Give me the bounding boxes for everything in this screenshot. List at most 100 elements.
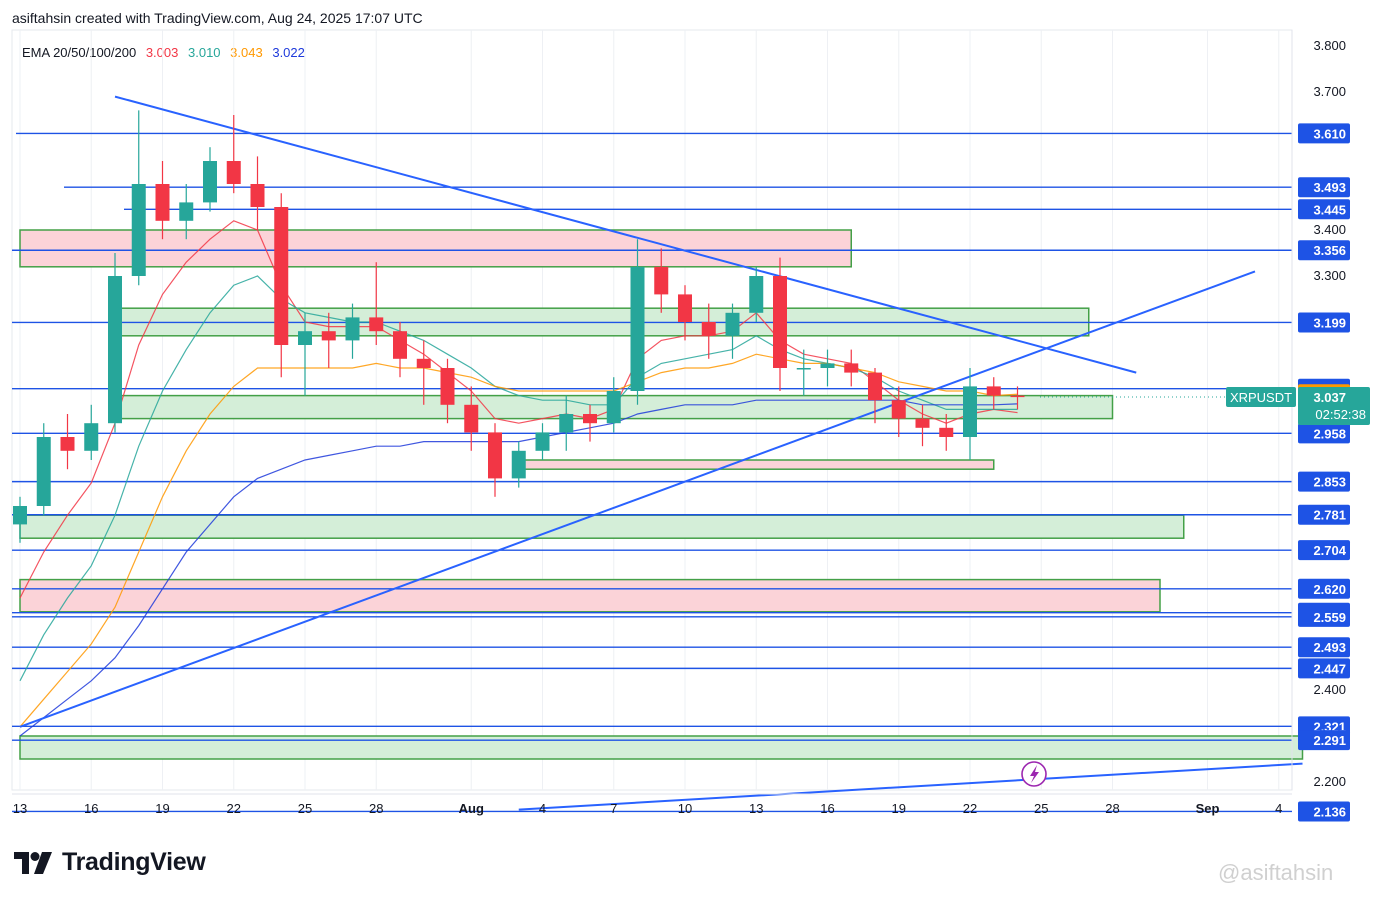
candle-body-34 — [820, 363, 835, 368]
logo-text: TradingView — [62, 848, 206, 876]
level-tag-8: 2.781 — [1298, 504, 1350, 525]
x-tick-label-10: 13 — [749, 801, 763, 816]
candle-23 — [559, 395, 574, 451]
candle-body-33 — [796, 368, 811, 370]
candle-39 — [939, 414, 954, 451]
candle-42 — [1010, 386, 1025, 410]
candle-1 — [36, 423, 51, 516]
time-axis[interactable]: 13 16 19 22 25 28 Aug 4 7 10 13 16 19 22 25 28 Sep 4 — [12, 793, 1292, 816]
candle-0 — [13, 496, 27, 543]
x-tick-label-5: 28 — [369, 801, 383, 816]
candle-27 — [654, 248, 669, 313]
level-tag-0-box — [1298, 123, 1350, 144]
candle-body-23 — [559, 414, 574, 433]
tradingview-logo-icon — [14, 851, 52, 874]
candle-13 — [321, 312, 336, 368]
candle-body-31 — [749, 276, 764, 313]
horizontal-levels — [12, 132, 1292, 813]
level-tag-9-box — [1298, 540, 1350, 561]
level-tag-9-text: 2.704 — [1313, 543, 1346, 558]
candle-body-0 — [13, 506, 27, 525]
candle-5 — [131, 110, 146, 286]
level-tag-8-box — [1298, 504, 1350, 525]
level-tag-3: 3.356 — [1298, 240, 1350, 261]
candle-15 — [369, 262, 384, 345]
ema-legend[interactable]: EMA 20/50/100/200 3.003 3.010 3.043 3.02… — [22, 45, 311, 60]
candle-35 — [844, 349, 859, 387]
candle-24 — [583, 404, 597, 442]
level-tag-16-text: 2.291 — [1313, 733, 1346, 748]
level-tag-2-box — [1298, 199, 1350, 220]
level-tag-2: 3.445 — [1298, 199, 1350, 220]
level-tag-13-text: 2.493 — [1313, 640, 1346, 655]
level-tag-10-box — [1298, 578, 1350, 599]
candle-37 — [891, 386, 906, 437]
zone-resistance-3 — [518, 459, 995, 470]
candle-14 — [345, 303, 360, 359]
candle-body-30 — [725, 312, 740, 336]
level-tag-6-text: 2.958 — [1313, 426, 1346, 441]
candle-17 — [416, 340, 431, 405]
level-tag-7: 2.853 — [1298, 471, 1350, 492]
watermark: @asiftahsin — [1218, 860, 1334, 885]
candle-4 — [108, 253, 122, 433]
x-tick-label-11: 16 — [820, 801, 834, 816]
level-tag-14-box — [1298, 658, 1350, 679]
candle-33 — [796, 349, 811, 396]
candle-body-2 — [60, 437, 75, 451]
candle-16 — [393, 322, 407, 378]
last-price-text: 3.037 — [1313, 390, 1346, 405]
level-tag-10-text: 2.620 — [1313, 582, 1346, 597]
trendlines — [19, 95, 1303, 811]
level-tag-0-text: 3.610 — [1313, 126, 1346, 141]
candle-body-4 — [108, 276, 122, 424]
candle-body-5 — [131, 184, 146, 276]
candle-body-39 — [939, 427, 954, 437]
x-tick-label-12: 19 — [892, 801, 906, 816]
candle-body-7 — [179, 202, 194, 221]
y-tick-label-5: 2.200 — [1313, 774, 1346, 789]
x-tick-label-1: 16 — [84, 801, 98, 816]
last-price-badge: 3.037 02:52:38 — [1298, 386, 1370, 425]
candle-body-18 — [440, 368, 455, 405]
level-tag-6: 2.958 — [1298, 423, 1350, 444]
ema-100-value: 3.043 — [230, 45, 263, 60]
trendline-1 — [19, 270, 1256, 728]
lightning-icon[interactable] — [1021, 761, 1047, 787]
tradingview-logo[interactable]: TradingView — [14, 848, 206, 877]
x-tick-label-2: 19 — [155, 801, 169, 816]
zone-resistance-0 — [19, 229, 852, 268]
candle-body-37 — [891, 400, 906, 419]
x-tick-label-16: Sep — [1196, 801, 1220, 816]
candle-7 — [179, 184, 194, 240]
candle-11 — [274, 193, 289, 378]
level-tag-9: 2.704 — [1298, 540, 1350, 561]
level-tag-1-text: 3.493 — [1313, 180, 1346, 195]
level-tag-4: 3.199 — [1298, 312, 1350, 333]
level-tag-1-box — [1298, 177, 1350, 198]
level-tag-12-text: 2.559 — [1313, 610, 1346, 625]
ema-200-value: 3.022 — [272, 45, 305, 60]
candle-body-6 — [155, 184, 170, 221]
candle-41 — [986, 377, 1001, 410]
candle-body-32 — [773, 276, 787, 368]
level-tag-7-text: 2.853 — [1313, 475, 1346, 490]
candle-body-17 — [416, 358, 431, 368]
zones — [19, 229, 1304, 760]
candle-body-15 — [369, 317, 384, 332]
candle-body-1 — [36, 437, 51, 506]
candle-body-36 — [868, 372, 882, 401]
price-axis[interactable]: 3.800 3.700 3.400 3.300 2.400 2.200 — [1291, 30, 1346, 790]
level-tag-12: 2.559 — [1298, 606, 1350, 627]
ema-legend-label: EMA 20/50/100/200 — [22, 45, 137, 60]
x-tick-label-17: 4 — [1275, 801, 1282, 816]
candle-40 — [963, 368, 977, 460]
candle-body-24 — [583, 414, 597, 424]
candle-26 — [630, 239, 645, 405]
level-tag-1: 3.493 — [1298, 177, 1350, 198]
candle-22 — [535, 423, 550, 460]
level-tag-4-box — [1298, 312, 1350, 333]
candle-12 — [298, 312, 312, 396]
candles[interactable] — [13, 110, 1025, 543]
